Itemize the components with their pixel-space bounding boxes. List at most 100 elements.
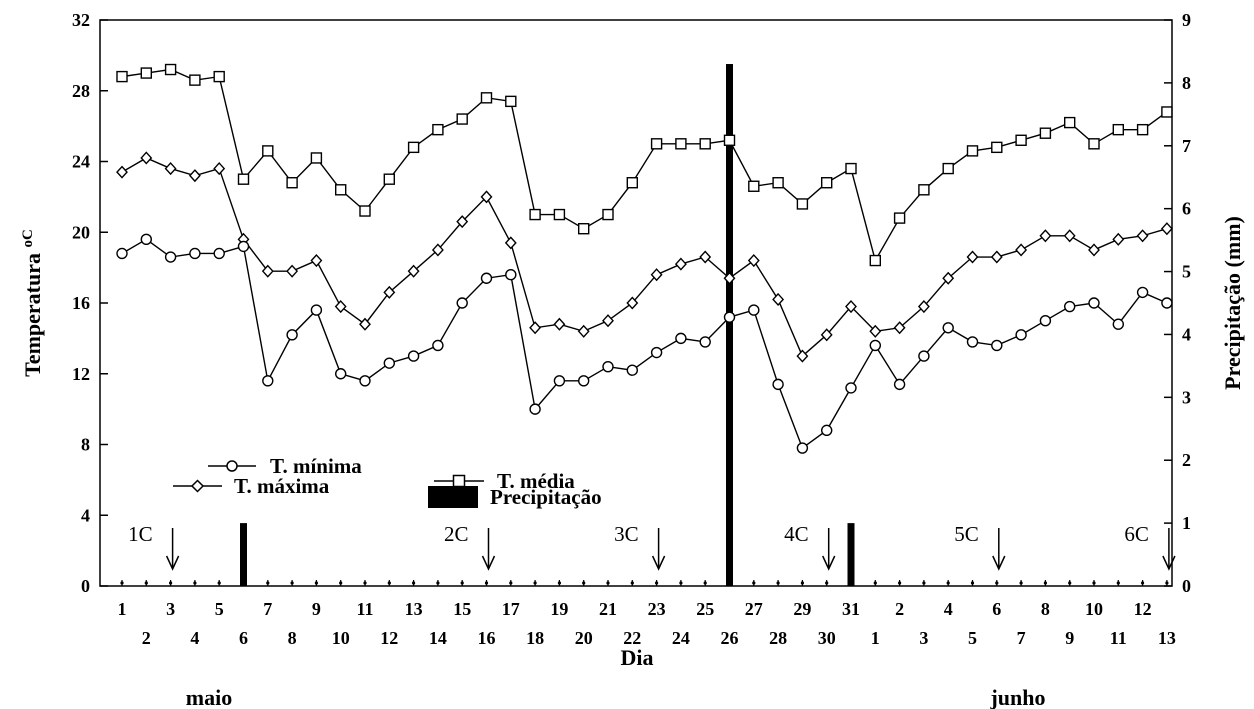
point-square <box>310 152 323 164</box>
point-diamond <box>626 296 639 310</box>
x-tick-label: 21 <box>599 599 617 619</box>
point-diamond <box>480 190 493 204</box>
point-square <box>650 138 663 150</box>
point-square <box>262 145 274 157</box>
point-diamond <box>577 324 590 338</box>
legend-marker-min <box>226 460 238 472</box>
point-circle <box>1063 300 1076 313</box>
point-diamond <box>869 324 882 338</box>
legend-label-media: T. média <box>497 469 575 493</box>
point-diamond <box>966 250 979 264</box>
annotation-label: 5C <box>954 522 979 546</box>
y-left-tick-label: 20 <box>72 222 90 242</box>
point-square <box>407 141 420 154</box>
annotation-arrow-head <box>481 555 496 571</box>
baseline-dot <box>193 581 197 585</box>
x-tick-label: 28 <box>769 628 787 648</box>
point-square <box>213 70 225 83</box>
point-circle <box>213 247 225 260</box>
point-circle <box>821 424 833 437</box>
baseline-dot <box>873 581 877 585</box>
point-circle <box>1039 314 1052 327</box>
point-diamond <box>140 151 153 165</box>
x-tick-label: 12 <box>1134 599 1152 619</box>
x-tick-label: 9 <box>1065 628 1074 648</box>
series-line-square <box>121 68 1168 263</box>
point-circle <box>140 233 153 246</box>
baseline-dot <box>460 581 464 585</box>
point-diamond <box>456 215 469 229</box>
point-square <box>796 198 809 210</box>
x-tick-label: 13 <box>405 599 423 619</box>
baseline-dot <box>484 581 489 585</box>
y-left-tick-label: 4 <box>81 505 90 525</box>
y-left-tick-label: 24 <box>72 152 90 172</box>
x-tick-label: 23 <box>648 599 666 619</box>
point-square <box>553 208 566 221</box>
x-tick-label: 10 <box>332 628 350 648</box>
baseline-dot <box>679 581 683 585</box>
baseline-dot <box>339 581 343 585</box>
point-circle <box>407 350 420 362</box>
annotation-arrow-head <box>651 555 666 571</box>
baseline-dot <box>703 581 707 585</box>
y-right-tick-label: 3 <box>1182 387 1191 407</box>
baseline-dot <box>970 581 975 585</box>
x-tick-label: 13 <box>1158 628 1176 648</box>
legend-swatch-precip <box>428 486 478 508</box>
y-right-tick-label: 4 <box>1182 324 1191 344</box>
point-circle <box>991 339 1003 352</box>
point-square <box>237 173 250 185</box>
point-diamond <box>1039 229 1052 243</box>
point-square <box>893 212 906 224</box>
baseline-dot <box>436 581 440 585</box>
point-circle <box>675 332 687 345</box>
baseline-dot <box>1043 581 1047 585</box>
baseline-dot <box>120 581 124 585</box>
baseline-dot <box>946 581 950 585</box>
y-right-tick-label: 5 <box>1182 262 1191 282</box>
point-diamond <box>188 169 201 183</box>
point-circle <box>359 375 371 387</box>
point-diamond <box>942 271 955 285</box>
point-diamond <box>116 165 128 179</box>
point-diamond <box>723 271 736 285</box>
baseline-dot <box>752 581 756 585</box>
baseline-dot <box>1092 581 1096 585</box>
point-circle <box>1161 297 1173 309</box>
point-diamond <box>917 299 930 314</box>
x-tick-label: 3 <box>166 599 175 619</box>
y-right-tick-label: 9 <box>1182 10 1191 30</box>
point-circle <box>578 375 590 387</box>
point-square <box>432 123 444 136</box>
point-diamond <box>1136 229 1149 243</box>
baseline-dot <box>800 581 805 585</box>
x-tick-label: 29 <box>793 599 811 619</box>
x-tick-label: 4 <box>190 628 199 648</box>
baseline-dot <box>169 581 173 585</box>
precipitation-bar <box>726 64 733 587</box>
precipitation-bar <box>240 523 247 586</box>
point-square <box>723 134 736 146</box>
x-tick-label: 8 <box>288 628 297 648</box>
point-diamond <box>407 264 420 278</box>
baseline-dot <box>509 581 513 585</box>
x-tick-label: 3 <box>919 628 928 648</box>
x-tick-label: 30 <box>818 628 836 648</box>
point-circle <box>432 339 444 352</box>
point-diamond <box>261 264 274 278</box>
point-circle <box>869 339 881 352</box>
point-circle <box>286 329 298 341</box>
baseline-dot <box>290 581 294 585</box>
baseline-dot <box>533 581 537 585</box>
y-right-tick-label: 7 <box>1182 136 1191 156</box>
point-square <box>748 180 760 192</box>
point-diamond <box>1015 243 1028 257</box>
point-circle <box>942 322 954 334</box>
point-diamond <box>602 314 614 328</box>
y-right-tick-label: 1 <box>1182 513 1191 533</box>
point-square <box>480 92 493 104</box>
baseline-dot <box>630 581 634 585</box>
point-diamond <box>383 285 396 299</box>
